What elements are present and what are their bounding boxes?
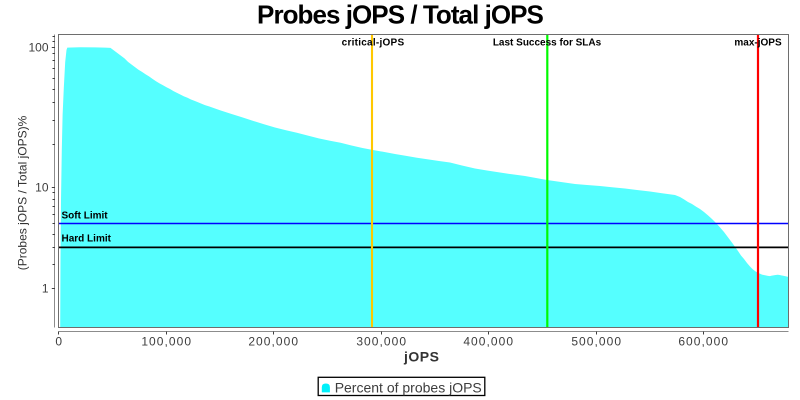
svg-text:1: 1 bbox=[42, 282, 49, 296]
svg-text:500,000: 500,000 bbox=[571, 335, 622, 349]
svg-text:10: 10 bbox=[35, 181, 49, 195]
svg-text:(Probes jOPS / Total jOPS)%: (Probes jOPS / Total jOPS)% bbox=[15, 115, 29, 270]
svg-text:100: 100 bbox=[28, 41, 48, 55]
svg-text:300,000: 300,000 bbox=[356, 335, 407, 349]
svg-text:max-jOPS: max-jOPS bbox=[734, 37, 782, 48]
svg-text:Percent of probes jOPS: Percent of probes jOPS bbox=[335, 380, 482, 396]
svg-text:400,000: 400,000 bbox=[463, 335, 514, 349]
svg-text:100,000: 100,000 bbox=[141, 335, 192, 349]
svg-text:Hard Limit: Hard Limit bbox=[62, 233, 112, 244]
svg-text:200,000: 200,000 bbox=[248, 335, 299, 349]
svg-text:jOPS: jOPS bbox=[403, 349, 439, 365]
svg-text:critical-jOPS: critical-jOPS bbox=[342, 37, 405, 48]
svg-text:0: 0 bbox=[55, 335, 62, 349]
svg-text:600,000: 600,000 bbox=[678, 335, 729, 349]
svg-text:Probes jOPS / Total jOPS: Probes jOPS / Total jOPS bbox=[257, 0, 544, 30]
svg-text:Last Success for SLAs: Last Success for SLAs bbox=[493, 37, 602, 48]
svg-text:Soft Limit: Soft Limit bbox=[62, 211, 109, 222]
